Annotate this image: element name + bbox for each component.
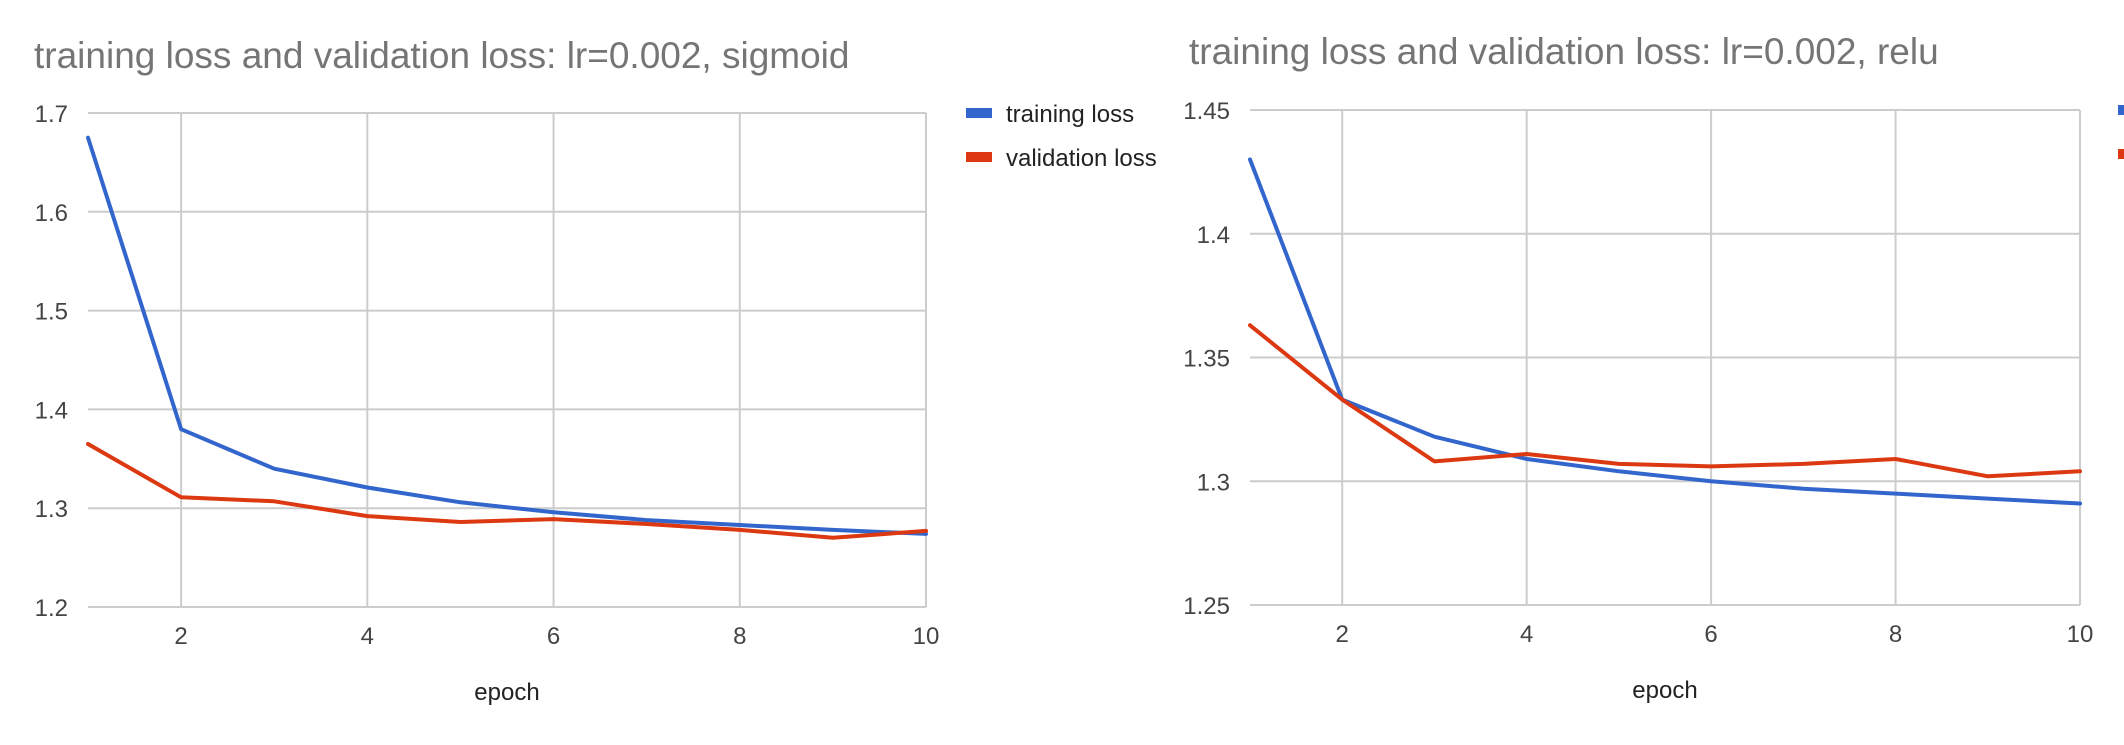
y-tick-label: 1.25: [1183, 593, 1230, 620]
y-tick-label: 1.45: [1183, 98, 1230, 125]
y-tick-label: 1.6: [35, 200, 68, 227]
chart-2: training loss and validation loss: lr=0.…: [1183, 31, 2124, 704]
y-tick-label: 1.4: [35, 397, 68, 424]
x-tick-label: 2: [1336, 621, 1349, 648]
x-tick-label: 8: [1889, 621, 1902, 648]
legend-swatch: [2118, 149, 2124, 159]
y-tick-label: 1.4: [1197, 222, 1230, 249]
x-axis-label: epoch: [1632, 677, 1697, 704]
chart-title: training loss and validation loss: lr=0.…: [1189, 31, 1939, 72]
series-line-2: [1248, 323, 2082, 479]
x-tick-label: 2: [174, 623, 187, 650]
y-tick-label: 1.2: [35, 595, 68, 622]
y-tick-label: 1.7: [35, 101, 68, 128]
chart-title: training loss and validation loss: lr=0.…: [34, 35, 849, 76]
x-tick-label: 10: [913, 623, 940, 650]
x-tick-label: 4: [361, 623, 374, 650]
y-tick-label: 1.3: [35, 496, 68, 523]
legend-swatch: [966, 152, 992, 162]
y-tick-label: 1.5: [35, 299, 68, 326]
series-line-1: [86, 135, 928, 536]
legend-label: validation loss: [1006, 145, 1157, 172]
x-tick-label: 4: [1520, 621, 1533, 648]
x-axis-label: epoch: [474, 679, 539, 706]
series-line-2: [86, 442, 928, 540]
legend-swatch: [966, 108, 992, 118]
x-tick-label: 8: [733, 623, 746, 650]
x-tick-label: 6: [547, 623, 560, 650]
series-line-1: [1248, 157, 2082, 506]
chart-1: training loss and validation loss: lr=0.…: [34, 35, 1157, 706]
x-tick-label: 10: [2067, 621, 2094, 648]
x-tick-label: 6: [1704, 621, 1717, 648]
legend-swatch: [2118, 105, 2124, 115]
legend-label: training loss: [1006, 101, 1134, 128]
y-tick-label: 1.35: [1183, 346, 1230, 373]
y-tick-label: 1.3: [1197, 469, 1230, 496]
